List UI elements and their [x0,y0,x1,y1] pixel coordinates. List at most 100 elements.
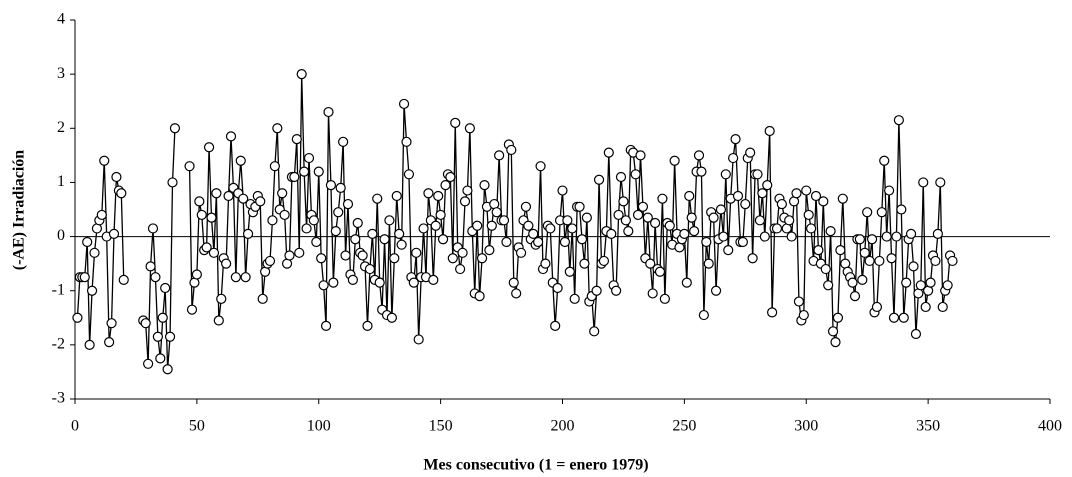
data-point [728,152,739,164]
data-point [657,193,668,204]
data-point [771,223,783,234]
data-point [591,285,602,296]
data-point [698,309,709,321]
data-point [433,190,444,202]
data-point [874,255,885,267]
x-axis-label: Mes consecutivo (1 = enero 1979) [423,457,648,474]
data-point [386,312,397,323]
data-point [837,193,848,204]
data-point [574,201,585,212]
data-point [506,144,517,156]
x-tick-label: 250 [672,418,696,435]
x-tick-label: 0 [71,418,79,435]
data-point [669,155,680,166]
data-point [866,234,878,245]
data-point [857,274,868,285]
data-point [508,277,519,288]
data-point [318,280,329,291]
data-point [479,180,490,191]
data-point [169,123,181,134]
data-point [445,171,456,183]
data-point [818,196,829,207]
data-point [723,245,734,256]
data-point [730,134,741,145]
data-point [776,198,787,210]
y-tick-label: 4 [57,11,65,28]
data-point [550,320,561,332]
data-point [827,326,839,337]
data-point [689,226,700,237]
data-point [918,177,929,188]
data-point [221,258,232,269]
data-point [79,272,90,283]
x-tick-label: 50 [189,418,205,435]
data-point [708,212,719,223]
data-point [637,201,649,212]
data-point [160,282,171,294]
data-point [623,226,634,237]
data-point [732,190,744,202]
data-point [603,147,614,158]
data-point [157,312,168,323]
data-point [905,228,917,239]
data-point [484,245,495,256]
y-tick-label: 2 [57,119,65,136]
data-point [272,123,283,134]
data-point [942,280,953,291]
data-point [764,125,775,137]
data-point [886,253,897,264]
data-point [701,236,712,248]
data-point [184,161,195,172]
data-point [784,215,795,226]
data-point [915,280,926,291]
data-point [206,212,217,223]
data-point [391,190,402,202]
data-point [191,269,202,280]
data-point [330,226,341,237]
data-point [876,207,887,218]
data-point [476,253,488,264]
data-point [418,223,429,234]
data-point [230,272,241,283]
data-point [515,247,527,258]
data-point [810,190,822,202]
data-point [632,209,644,221]
data-point [813,245,824,256]
data-point [464,123,475,134]
data-point [350,234,361,245]
data-point [257,293,268,304]
data-point [211,188,222,199]
data-point [925,277,936,288]
data-point [693,150,705,161]
data-point [754,215,766,226]
data-point [96,209,107,221]
data-point [162,364,173,375]
data-point [579,258,590,269]
data-point [459,196,471,207]
data-point [333,207,344,218]
data-point [374,277,385,288]
data-point [491,207,502,218]
data-point [311,236,322,248]
data-point [901,277,912,288]
data-point [316,253,327,264]
data-point [576,234,588,245]
data-point [888,312,900,323]
data-point [225,131,237,142]
y-tick-label: -2 [52,336,65,353]
data-point [186,304,198,315]
data-point [308,215,319,226]
data-point [394,228,405,239]
data-point [635,150,646,161]
data-point [255,196,266,207]
data-point [223,190,234,202]
data-point [472,220,483,231]
data-point [384,215,395,226]
data-point [501,236,512,248]
data-point [111,171,122,183]
data-point [611,285,622,296]
data-point [645,258,656,269]
data-point [208,247,220,258]
data-point [757,188,768,199]
data-point [740,198,751,210]
